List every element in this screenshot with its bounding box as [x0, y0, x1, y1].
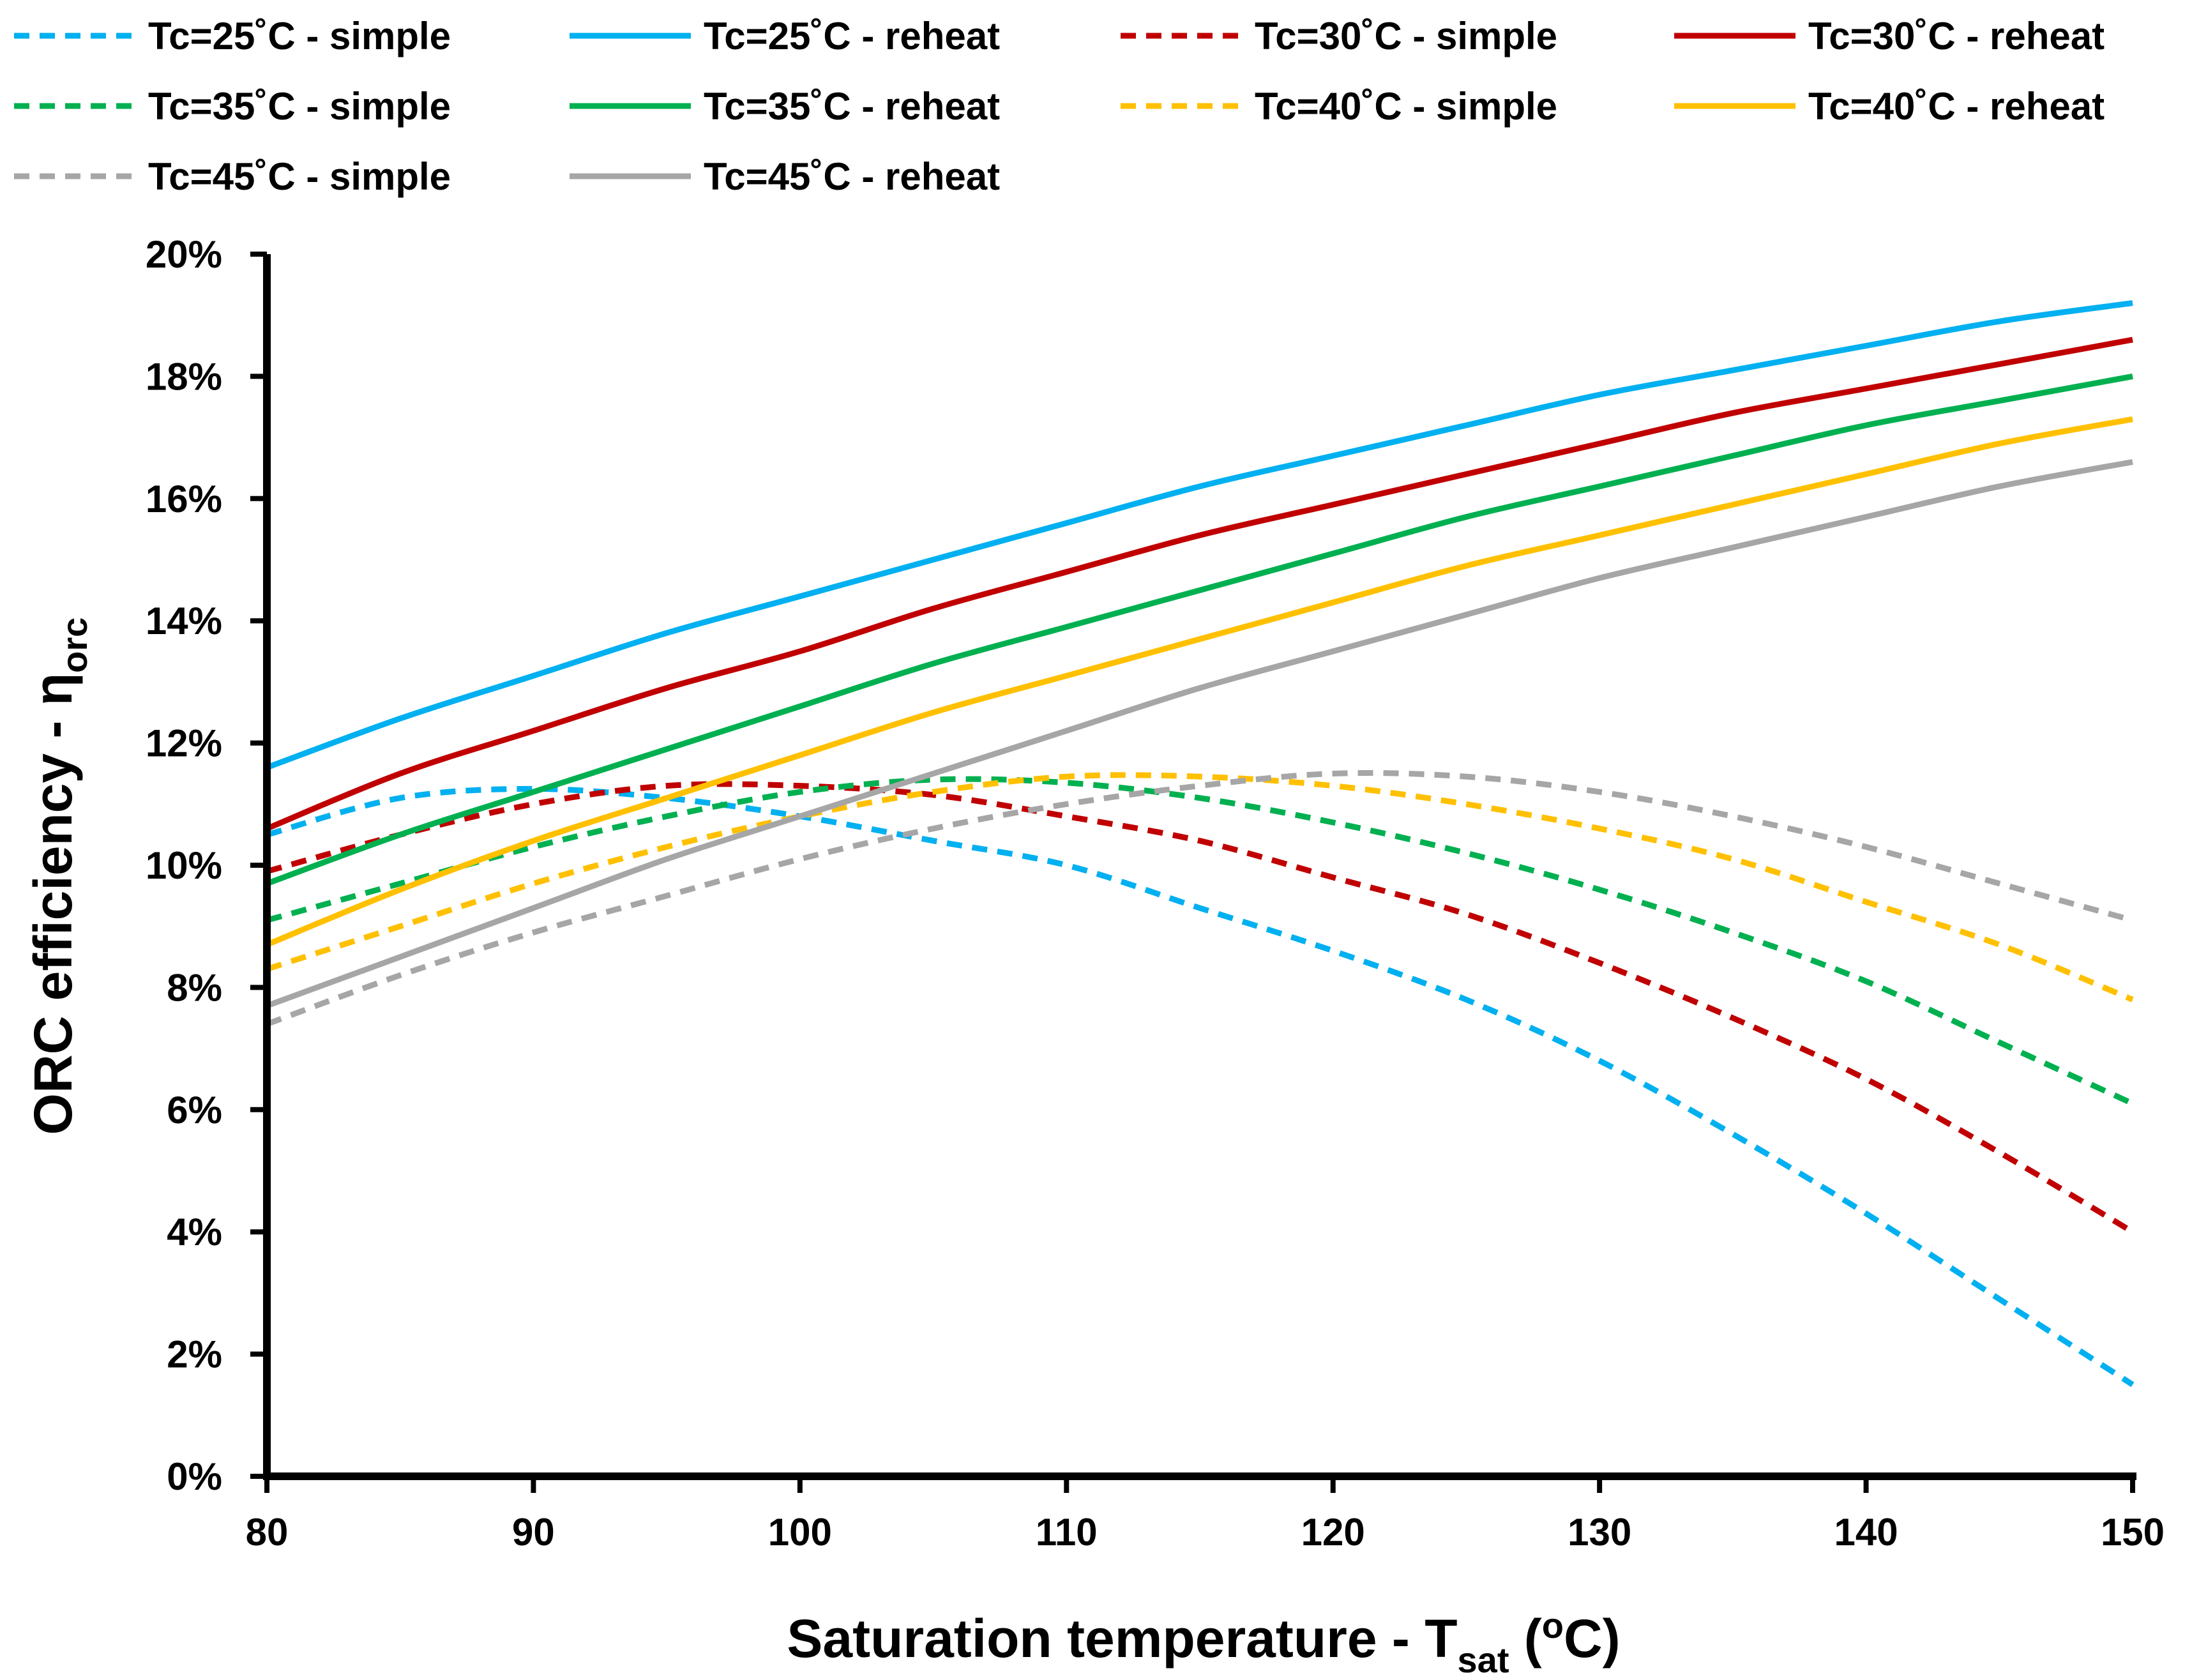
- x-axis-title-suffix: C): [1564, 1608, 1621, 1669]
- legend-item: Tc=30˚C - reheat: [1674, 15, 2105, 57]
- y-tick-label: 12%: [146, 722, 222, 765]
- x-tick-label: 110: [1036, 1511, 1098, 1554]
- series-line-2: [266, 300, 2133, 771]
- legend-label: Tc=40˚C - reheat: [1808, 85, 2105, 128]
- series-line-6: [266, 373, 2133, 886]
- y-tick-label: 14%: [146, 600, 222, 642]
- legend-label: Tc=35˚C - simple: [148, 85, 451, 128]
- x-tick-label: 100: [768, 1511, 832, 1554]
- legend-item: Tc=45˚C - reheat: [570, 155, 1000, 198]
- series-line-7: [266, 772, 2134, 1003]
- legend-label: Tc=45˚C - reheat: [704, 155, 1000, 198]
- y-tick-label: 18%: [146, 355, 222, 398]
- legend-label: Tc=30˚C - simple: [1255, 15, 1557, 57]
- legend-label: Tc=25˚C - reheat: [704, 15, 1000, 57]
- legend-item: Tc=45˚C - simple: [14, 155, 451, 198]
- y-tick-label: 0%: [167, 1455, 222, 1498]
- plot-series: [266, 300, 2135, 1388]
- series-line-10: [266, 458, 2133, 1009]
- legend: Tc=25˚C - simple Tc=25˚C - reheat Tc=30˚C …: [14, 15, 2105, 198]
- legend-label: Tc=35˚C - reheat: [704, 85, 1000, 128]
- legend-label: Tc=45˚C - simple: [148, 155, 451, 198]
- series-line-1: [266, 785, 2135, 1388]
- x-axis-title-middle: (: [1509, 1608, 1541, 1669]
- y-tick-label: 20%: [146, 233, 222, 276]
- legend-label: Tc=40˚C - simple: [1255, 85, 1557, 128]
- y-tick-label: 10%: [146, 844, 222, 887]
- series-line-3: [266, 781, 2135, 1235]
- axis-ticks: 0% 2% 4% 6% 8% 10% 12% 14% 16% 18% 20% 80 90 100 110 12…: [146, 233, 2165, 1554]
- legend-label: Tc=30˚C - reheat: [1808, 15, 2105, 57]
- series-line-5: [266, 776, 2134, 1107]
- legend-item: Tc=25˚C - simple: [14, 15, 451, 57]
- legend-item: Tc=35˚C - simple: [14, 85, 451, 128]
- x-axis-title-superscript: o: [1542, 1605, 1564, 1646]
- x-tick-label: 90: [512, 1511, 555, 1554]
- y-tick-label: 16%: [146, 478, 222, 520]
- legend-item: Tc=25˚C - reheat: [570, 15, 1000, 57]
- series-line-4: [266, 337, 2133, 831]
- x-tick-label: 140: [1834, 1511, 1898, 1554]
- x-axis-title-prefix: Saturation temperature - T: [787, 1608, 1457, 1669]
- y-axis-title-prefix: ORC efficiency - η: [23, 673, 83, 1135]
- legend-item: Tc=35˚C - reheat: [570, 85, 1000, 128]
- y-axis-title-subscript: orc: [54, 617, 94, 673]
- y-tick-label: 6%: [167, 1089, 222, 1131]
- y-tick-label: 4%: [167, 1211, 222, 1253]
- legend-item: Tc=40˚C - reheat: [1674, 85, 2105, 128]
- series-line-8: [266, 416, 2133, 948]
- x-tick-label: 150: [2101, 1511, 2165, 1554]
- x-axis-title: Saturation temperature - Tsat (oC): [787, 1605, 1620, 1680]
- y-axis-title: ORC efficiency - ηorc: [23, 617, 94, 1135]
- legend-item: Tc=30˚C - simple: [1121, 15, 1557, 57]
- series-line-9: [266, 770, 2134, 1027]
- y-tick-label: 8%: [167, 966, 222, 1009]
- x-axis-title-subscript: sat: [1458, 1640, 1509, 1680]
- legend-item: Tc=40˚C - simple: [1121, 85, 1557, 128]
- axes: [263, 254, 2136, 1480]
- y-tick-label: 2%: [167, 1333, 222, 1376]
- x-tick-label: 120: [1301, 1511, 1365, 1554]
- x-tick-label: 130: [1568, 1511, 1631, 1554]
- x-tick-label: 80: [246, 1511, 289, 1554]
- legend-label: Tc=25˚C - simple: [148, 15, 451, 57]
